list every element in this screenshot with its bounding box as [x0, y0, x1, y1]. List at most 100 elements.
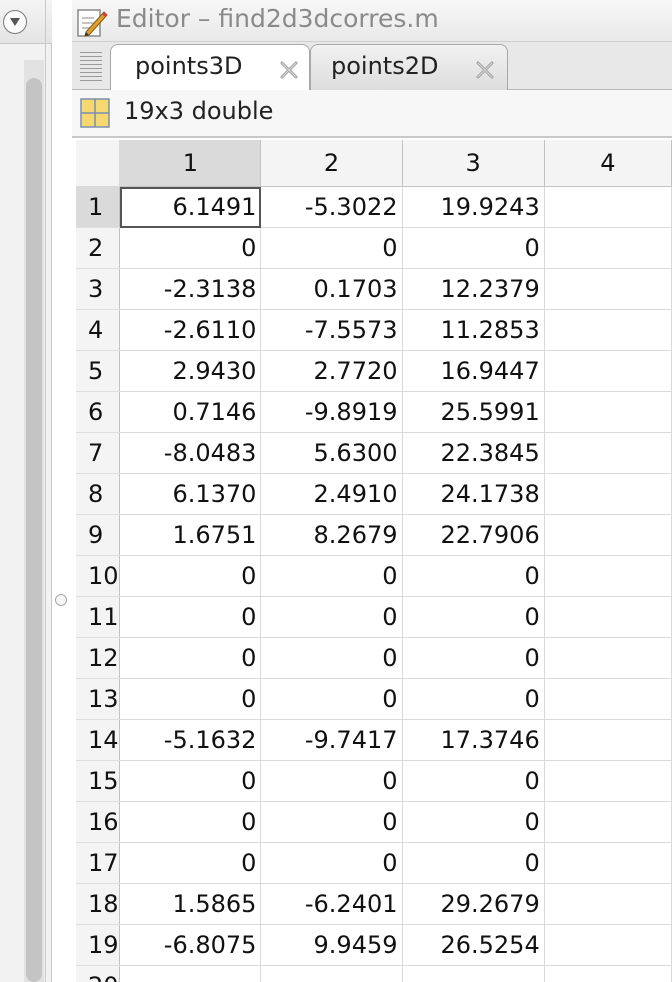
- row-header[interactable]: 17: [76, 842, 121, 884]
- tab-points3D[interactable]: points3D: [110, 44, 310, 92]
- table-cell[interactable]: [544, 555, 672, 597]
- table-cell[interactable]: 2.9430: [119, 350, 262, 392]
- row-header[interactable]: 19: [76, 924, 121, 966]
- column-header[interactable]: 3: [402, 140, 545, 187]
- column-header[interactable]: 2: [260, 140, 403, 187]
- table-cell[interactable]: 0: [402, 555, 545, 597]
- row-header[interactable]: 11: [76, 596, 121, 638]
- table-cell[interactable]: 25.5991: [402, 391, 545, 433]
- table-cell[interactable]: 0: [260, 555, 403, 597]
- table-cell[interactable]: 0: [402, 678, 545, 720]
- editor-titlebar[interactable]: Editor – find2d3dcorres.m: [72, 0, 672, 42]
- table-cell[interactable]: 29.2679: [402, 883, 545, 925]
- table-cell[interactable]: 8.2679: [260, 514, 403, 556]
- table-cell[interactable]: 16.9447: [402, 350, 545, 392]
- table-cell[interactable]: [544, 842, 672, 884]
- row-header[interactable]: 14: [76, 719, 121, 761]
- table-cell[interactable]: 22.7906: [402, 514, 545, 556]
- table-cell[interactable]: 0: [260, 596, 403, 638]
- table-cell[interactable]: [402, 965, 545, 982]
- table-cell[interactable]: 19.9243: [402, 186, 545, 228]
- table-cell[interactable]: 0: [260, 801, 403, 843]
- row-header[interactable]: 12: [76, 637, 121, 679]
- table-cell[interactable]: [544, 883, 672, 925]
- column-header[interactable]: 1: [119, 140, 262, 187]
- row-header[interactable]: 16: [76, 801, 121, 843]
- close-icon[interactable]: [279, 58, 299, 86]
- table-cell[interactable]: [260, 965, 403, 982]
- table-cell[interactable]: [544, 432, 672, 474]
- table-cell[interactable]: 12.2379: [402, 268, 545, 310]
- table-cell[interactable]: 0: [119, 842, 262, 884]
- table-cell[interactable]: 2.4910: [260, 473, 403, 515]
- row-header[interactable]: 1: [76, 186, 121, 228]
- row-header[interactable]: 3: [76, 268, 121, 310]
- table-cell[interactable]: [544, 801, 672, 843]
- table-cell[interactable]: [544, 924, 672, 966]
- table-cell[interactable]: 0: [119, 596, 262, 638]
- tab-points2D[interactable]: points2D: [310, 44, 508, 91]
- table-cell[interactable]: 1.5865: [119, 883, 262, 925]
- table-cell[interactable]: 2.7720: [260, 350, 403, 392]
- table-cell[interactable]: 0: [260, 842, 403, 884]
- table-cell[interactable]: 0: [402, 760, 545, 802]
- table-cell[interactable]: [544, 350, 672, 392]
- table-cell[interactable]: [544, 186, 672, 228]
- chevron-down-icon[interactable]: [3, 10, 27, 34]
- table-cell[interactable]: -7.5573: [260, 309, 403, 351]
- table-cell[interactable]: [544, 596, 672, 638]
- grid-corner[interactable]: [76, 140, 121, 187]
- table-cell[interactable]: 9.9459: [260, 924, 403, 966]
- close-icon[interactable]: [475, 58, 495, 86]
- table-cell[interactable]: -9.7417: [260, 719, 403, 761]
- table-cell[interactable]: 0: [119, 637, 262, 679]
- table-cell[interactable]: 0: [402, 227, 545, 269]
- row-header[interactable]: 6: [76, 391, 121, 433]
- sidebar-scrollbar-thumb[interactable]: [26, 78, 42, 982]
- table-cell[interactable]: 0: [402, 596, 545, 638]
- table-cell[interactable]: -6.8075: [119, 924, 262, 966]
- table-cell[interactable]: 17.3746: [402, 719, 545, 761]
- table-cell[interactable]: [544, 473, 672, 515]
- table-cell[interactable]: 0: [260, 227, 403, 269]
- table-cell[interactable]: 0: [402, 637, 545, 679]
- table-cell[interactable]: 0: [119, 678, 262, 720]
- row-header[interactable]: 5: [76, 350, 121, 392]
- row-header[interactable]: 20: [76, 965, 121, 982]
- table-cell[interactable]: 0: [119, 227, 262, 269]
- table-cell[interactable]: [544, 719, 672, 761]
- table-cell[interactable]: [544, 760, 672, 802]
- table-cell[interactable]: [544, 965, 672, 982]
- table-cell[interactable]: -9.8919: [260, 391, 403, 433]
- table-cell[interactable]: 0: [119, 760, 262, 802]
- table-cell[interactable]: [544, 309, 672, 351]
- tab-bar-grip[interactable]: [80, 48, 102, 86]
- row-header[interactable]: 13: [76, 678, 121, 720]
- table-cell[interactable]: 0: [119, 555, 262, 597]
- row-header[interactable]: 18: [76, 883, 121, 925]
- table-cell[interactable]: 0: [260, 760, 403, 802]
- row-header[interactable]: 4: [76, 309, 121, 351]
- table-cell[interactable]: 0: [260, 637, 403, 679]
- table-cell[interactable]: -5.3022: [260, 186, 403, 228]
- table-cell[interactable]: 6.1491: [119, 186, 262, 228]
- table-cell[interactable]: 0.1703: [260, 268, 403, 310]
- table-cell[interactable]: 22.3845: [402, 432, 545, 474]
- table-cell[interactable]: [119, 965, 262, 982]
- row-header[interactable]: 9: [76, 514, 121, 556]
- row-header[interactable]: 10: [76, 555, 121, 597]
- table-cell[interactable]: -2.6110: [119, 309, 262, 351]
- row-header[interactable]: 7: [76, 432, 121, 474]
- table-cell[interactable]: -2.3138: [119, 268, 262, 310]
- table-cell[interactable]: [544, 227, 672, 269]
- table-cell[interactable]: 24.1738: [402, 473, 545, 515]
- table-cell[interactable]: [544, 678, 672, 720]
- table-cell[interactable]: 1.6751: [119, 514, 262, 556]
- table-cell[interactable]: [544, 391, 672, 433]
- table-cell[interactable]: 0: [119, 801, 262, 843]
- table-cell[interactable]: 26.5254: [402, 924, 545, 966]
- table-cell[interactable]: -8.0483: [119, 432, 262, 474]
- row-header[interactable]: 15: [76, 760, 121, 802]
- panel-splitter-handle[interactable]: [55, 594, 67, 606]
- table-cell[interactable]: 0: [260, 678, 403, 720]
